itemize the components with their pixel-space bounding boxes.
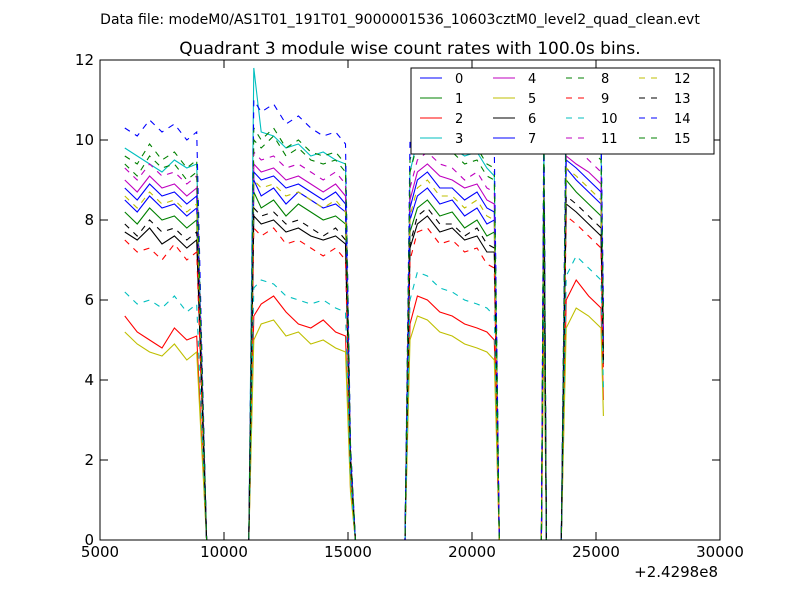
legend-label-5: 5 xyxy=(528,92,536,107)
legend-label-9: 9 xyxy=(601,92,609,107)
x-tick-label: 10000 xyxy=(200,543,248,561)
series-layer xyxy=(124,67,604,540)
x-tick-label: 20000 xyxy=(448,543,496,561)
y-tick-label: 0 xyxy=(84,531,94,549)
legend-label-7: 7 xyxy=(528,132,536,147)
x-offset-label: +2.4298e8 xyxy=(634,563,718,581)
x-tick-label: 15000 xyxy=(324,543,372,561)
legend-label-15: 15 xyxy=(674,132,691,147)
y-tick-label: 8 xyxy=(84,211,94,229)
y-tick-label: 2 xyxy=(84,451,94,469)
legend-label-6: 6 xyxy=(528,112,536,127)
y-tick-label: 6 xyxy=(84,291,94,309)
legend-label-0: 0 xyxy=(455,72,463,87)
chart-title: Quadrant 3 module wise count rates with … xyxy=(179,39,640,59)
legend-label-2: 2 xyxy=(455,112,463,127)
legend-box xyxy=(410,67,715,155)
legend-label-11: 11 xyxy=(601,132,618,147)
x-tick-label: 25000 xyxy=(572,543,620,561)
y-tick-label: 12 xyxy=(75,51,94,69)
legend-label-4: 4 xyxy=(528,72,536,87)
figure-suptitle: Data file: modeM0/AS1T01_191T01_90000015… xyxy=(100,12,700,28)
y-tick-label: 10 xyxy=(75,131,94,149)
legend-label-1: 1 xyxy=(455,92,463,107)
x-tick-label: 30000 xyxy=(696,543,744,561)
legend-label-8: 8 xyxy=(601,72,609,87)
legend-label-13: 13 xyxy=(674,92,691,107)
legend-label-14: 14 xyxy=(674,112,691,127)
x-tick-label: 5000 xyxy=(81,543,119,561)
legend-label-10: 10 xyxy=(601,112,618,127)
legend-label-12: 12 xyxy=(674,72,691,87)
legend-label-3: 3 xyxy=(455,132,463,147)
y-tick-label: 4 xyxy=(84,371,94,389)
